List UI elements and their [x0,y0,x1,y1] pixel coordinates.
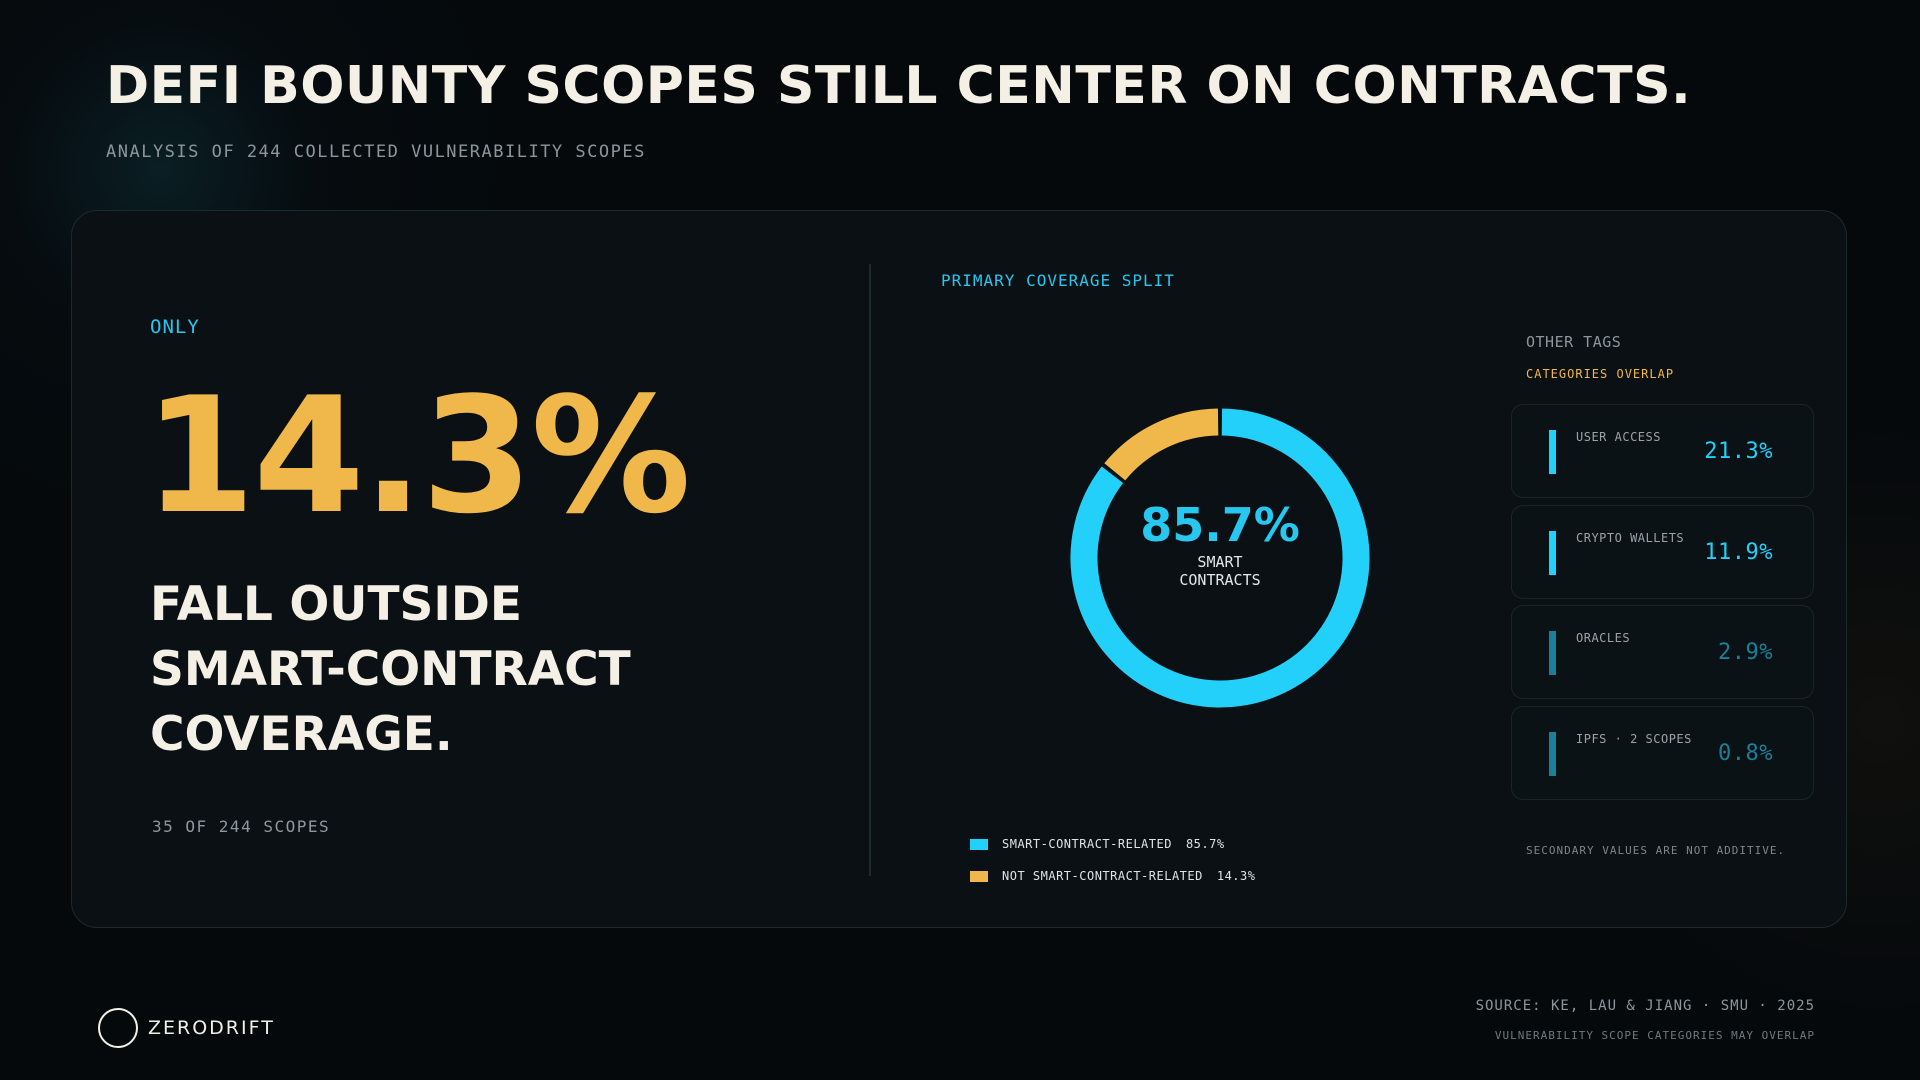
stat-caption: FALL OUTSIDE SMART-CONTRACT COVERAGE. [150,572,790,767]
legend-label: SMART-CONTRACT-RELATED [1002,837,1172,851]
headline-stat: 14.3% [144,362,691,549]
tag-card-oracles: ORACLES 2.9% [1511,605,1814,699]
panel-divider [869,264,871,876]
tag-accent-bar [1549,631,1556,675]
donut-slice-smart-contract [1070,408,1370,708]
legend-swatch [970,838,988,850]
logo-ring-icon [98,1008,138,1048]
tag-accent-bar [1549,430,1556,474]
brand-logo: ZERODRIFT [98,1008,275,1048]
tag-label: USER ACCESS [1576,430,1661,444]
legend-value: 85.7% [1185,837,1225,851]
other-tags-note: SECONDARY VALUES ARE NOT ADDITIVE. [1526,844,1786,857]
legend-swatch [970,870,988,882]
tag-card-crypto-wallets: CRYPTO WALLETS 11.9% [1511,505,1814,599]
tag-label: ORACLES [1576,631,1631,645]
tag-card-user-access: USER ACCESS 21.3% [1511,404,1814,498]
tag-accent-bar [1549,732,1556,776]
source-citation: SOURCE: KE, LAU & JIANG · SMU · 2025 [1475,998,1815,1014]
stat-caption-line: SMART-CONTRACT [150,642,631,697]
donut-center-label: SMART CONTRACTS [1030,553,1410,589]
tag-value: 0.8% [1718,741,1773,766]
legend-value: 14.3% [1216,869,1256,883]
tag-card-ipfs: IPFS · 2 SCOPES 0.8% [1511,706,1814,800]
donut-center-label-line: CONTRACTS [1179,570,1261,589]
logo-text: ZERODRIFT [148,1017,275,1039]
page-subtitle: ANALYSIS OF 244 COLLECTED VULNERABILITY … [106,142,646,162]
chart-legend: SMART-CONTRACT-RELATED 85.7% NOT SMART-C… [970,828,1255,892]
chart-title: PRIMARY COVERAGE SPLIT [941,271,1175,290]
tag-value: 21.3% [1704,439,1773,464]
page-title: DEFI BOUNTY SCOPES STILL CENTER ON CONTR… [106,56,1692,116]
tag-label: CRYPTO WALLETS [1576,531,1685,545]
legend-item: NOT SMART-CONTRACT-RELATED 14.3% [970,860,1255,892]
donut-center-label-line: SMART [1197,552,1243,571]
donut-center: 85.7% SMART CONTRACTS [1030,500,1410,589]
source-note: VULNERABILITY SCOPE CATEGORIES MAY OVERL… [1494,1029,1815,1042]
stat-caption-line: COVERAGE. [150,707,453,762]
donut-slice-non-smart-contract [1104,408,1219,481]
tag-value: 2.9% [1718,640,1773,665]
donut-center-value: 85.7% [1140,498,1300,552]
other-tags-heading: OTHER TAGS [1526,333,1622,351]
legend-label: NOT SMART-CONTRACT-RELATED [1002,869,1203,883]
tag-accent-bar [1549,531,1556,575]
tag-label: IPFS · 2 SCOPES [1576,732,1692,746]
tag-value: 11.9% [1704,540,1773,565]
other-tags-subheading: CATEGORIES OVERLAP [1526,367,1675,381]
donut-chart [1070,408,1370,708]
legend-item: SMART-CONTRACT-RELATED 85.7% [970,828,1255,860]
scope-count: 35 OF 244 SCOPES [152,817,331,836]
stat-prefix: ONLY [150,316,200,338]
stat-caption-line: FALL OUTSIDE [150,577,522,632]
